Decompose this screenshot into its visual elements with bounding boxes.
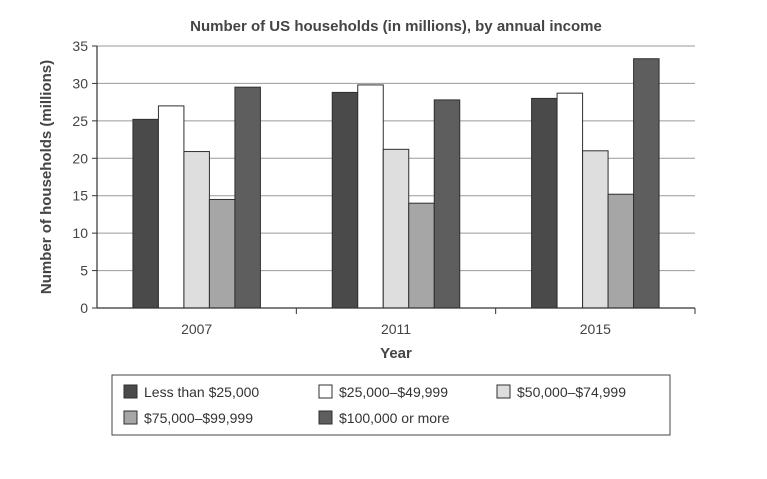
y-tick-label: 30 — [72, 75, 88, 91]
y-tick-label: 20 — [72, 150, 88, 166]
x-tick-label: 2015 — [580, 321, 611, 337]
y-tick-label: 35 — [72, 38, 88, 54]
bar — [208, 198, 236, 309]
bar — [633, 58, 660, 309]
y-tick-label: 10 — [72, 225, 88, 241]
bar — [408, 202, 435, 309]
bars — [132, 58, 660, 309]
bar — [433, 99, 461, 309]
legend-label: $75,000–$99,999 — [144, 410, 253, 426]
bar — [357, 84, 384, 309]
bar — [331, 91, 359, 309]
legend: Less than $25,000 $25,000–$49,999 $50,000–… — [111, 374, 671, 436]
y-tick-label: 5 — [80, 263, 88, 279]
x-tick-label: 2007 — [181, 321, 212, 337]
y-axis-label: Number of households (millions) — [38, 60, 55, 294]
legend-swatch — [496, 384, 511, 399]
legend-label: $50,000–$74,999 — [517, 384, 626, 400]
legend-swatch — [123, 384, 138, 399]
bar — [607, 193, 635, 309]
bar — [157, 105, 185, 309]
bar — [183, 151, 210, 309]
chart-title: Number of US households (in millions), b… — [190, 18, 602, 35]
legend-box — [111, 374, 671, 436]
y-tick-label: 15 — [72, 188, 88, 204]
bar — [556, 92, 584, 309]
axes: 0 5 10 15 20 25 30 35 2007 2011 2015 — [72, 38, 696, 337]
bar — [382, 148, 410, 309]
legend-swatch — [123, 410, 138, 425]
legend-label: $100,000 or more — [339, 410, 450, 426]
legend-swatch — [318, 384, 333, 399]
legend-label: $25,000–$49,999 — [339, 384, 448, 400]
legend-label: Less than $25,000 — [144, 384, 259, 400]
x-axis-label: Year — [380, 345, 412, 362]
bar — [531, 97, 558, 309]
legend-swatch — [318, 410, 333, 425]
y-tick-label: 25 — [72, 113, 88, 129]
y-tick-label: 0 — [80, 300, 88, 316]
bar — [132, 118, 159, 309]
x-tick-label: 2011 — [381, 321, 411, 337]
bar — [234, 86, 261, 309]
bar — [582, 150, 609, 309]
